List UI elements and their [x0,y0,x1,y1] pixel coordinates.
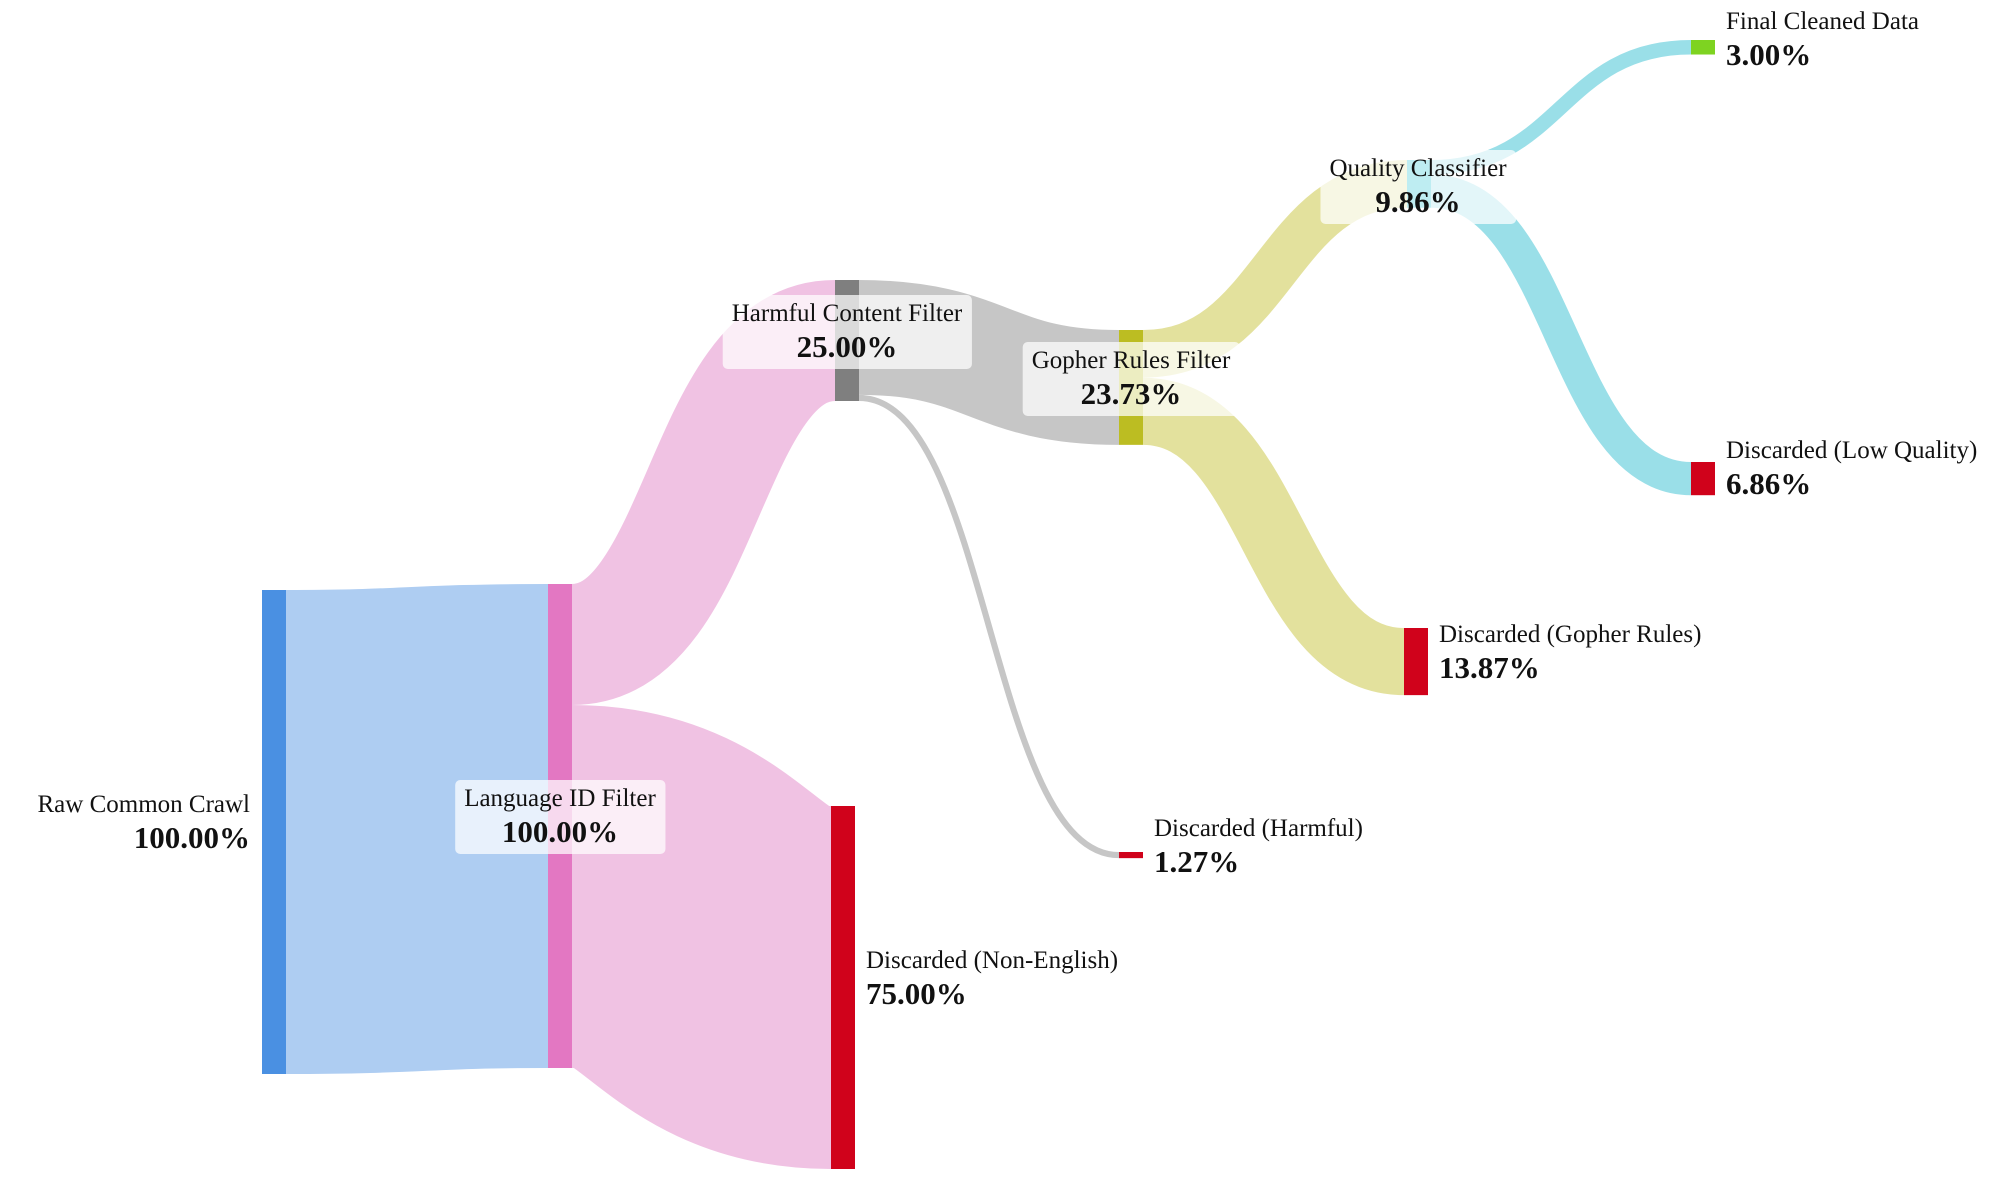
link-qual-to-dlow [1429,174,1693,496]
node-value-goph: 23.73% [1081,376,1182,411]
node-name-dlow: Discarded (Low Quality) [1726,437,1977,464]
label-nonen: Discarded (Non-English)75.00% [866,947,1118,1011]
node-raw [262,590,286,1074]
link-lang-to-nonen [564,705,839,1169]
node-value-harm: 25.00% [797,329,898,364]
node-nonen [831,806,855,1169]
node-name-lang: Language ID Filter [464,785,656,812]
node-value-nonen: 75.00% [866,976,967,1011]
node-dgoph [1404,628,1428,696]
label-dharm: Discarded (Harmful)1.27% [1154,815,1363,879]
node-value-dharm: 1.27% [1154,844,1239,879]
node-name-dharm: Discarded (Harmful) [1154,815,1363,842]
label-background-goph [1022,342,1240,416]
node-name-goph: Gopher Rules Filter [1032,347,1231,374]
node-value-lang: 100.00% [502,814,618,849]
label-dgoph: Discarded (Gopher Rules)13.87% [1439,621,1701,685]
node-value-dgoph: 13.87% [1439,650,1540,685]
node-value-raw: 100.00% [134,820,250,855]
label-background-lang [455,780,666,854]
node-name-harm: Harmful Content Filter [732,300,963,327]
node-final [1691,40,1715,55]
node-value-final: 3.00% [1726,37,1811,72]
node-name-qual: Quality Classifier [1329,155,1507,182]
link-goph-to-dgoph [1140,377,1407,696]
node-name-final: Final Cleaned Data [1726,8,1919,35]
node-value-qual: 9.86% [1375,184,1460,219]
label-background-qual [1320,150,1517,224]
label-background-harm [722,295,972,369]
node-name-raw: Raw Common Crawl [38,791,251,818]
link-lang-to-harm [566,280,841,705]
node-dlow [1691,462,1715,496]
label-dlow: Discarded (Low Quality)6.86% [1726,437,1977,501]
link-qual-to-final [1430,40,1692,175]
node-dharm [1119,852,1143,859]
link-harm-to-dharm [858,394,1120,859]
node-name-nonen: Discarded (Non-English) [866,947,1118,974]
node-value-dlow: 6.86% [1726,466,1811,501]
node-name-dgoph: Discarded (Gopher Rules) [1439,621,1701,648]
